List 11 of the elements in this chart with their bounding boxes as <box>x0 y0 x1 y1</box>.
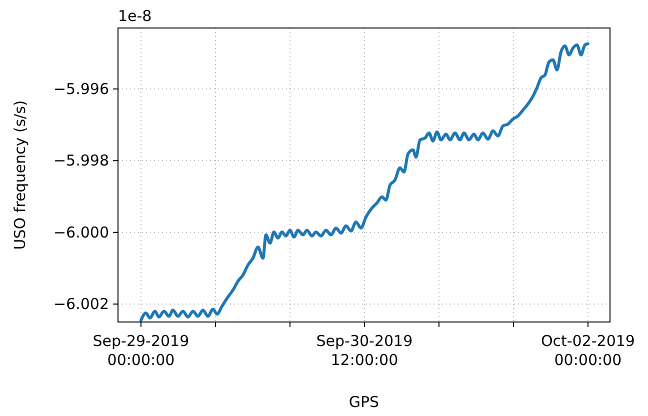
x-tick-label: Oct-02-2019 00:00:00 <box>540 332 635 369</box>
y-axis-title: USO frequency (s/s) <box>11 100 29 250</box>
y-tick-label: −5.996 <box>53 80 109 98</box>
y-tick-label: −5.998 <box>53 152 109 170</box>
x-tick-label: Sep-30-2019 12:00:00 <box>316 332 413 369</box>
x-tick-label: Sep-29-2019 00:00:00 <box>92 332 190 369</box>
x-axis-title: GPS <box>348 393 380 411</box>
y-tick-label: −6.002 <box>53 295 109 314</box>
text: 1e-8 <box>118 7 152 25</box>
y-tick-label: −6.000 <box>53 223 109 242</box>
line-series <box>139 42 590 322</box>
